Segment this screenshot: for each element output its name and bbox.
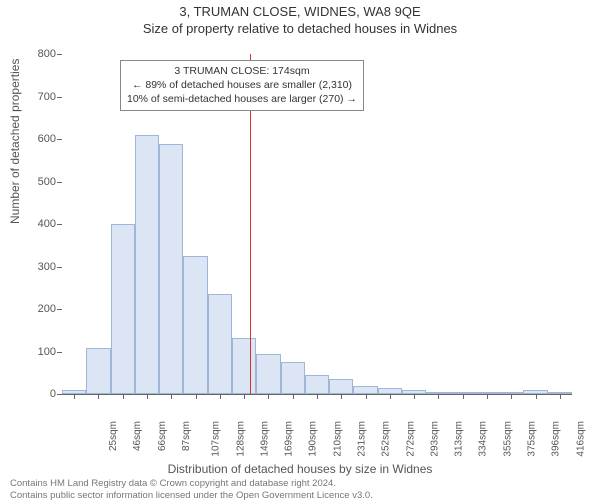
- footer-line1: Contains HM Land Registry data © Crown c…: [10, 478, 590, 490]
- page-title-address: 3, TRUMAN CLOSE, WIDNES, WA8 9QE: [0, 4, 600, 19]
- y-tick-label: 200: [22, 303, 56, 315]
- histogram-bar: [159, 144, 183, 394]
- x-tick-label: 375sqm: [527, 421, 538, 457]
- x-tick-label: 66sqm: [157, 421, 168, 451]
- x-tick-label: 128sqm: [235, 421, 246, 457]
- histogram-bar: [305, 375, 329, 394]
- y-tick-label: 600: [22, 133, 56, 145]
- annotation-line: 3 TRUMAN CLOSE: 174sqm: [127, 64, 357, 78]
- histogram-bar: [111, 224, 135, 394]
- x-tick-label: 313sqm: [454, 421, 465, 457]
- histogram-bar: [208, 294, 232, 394]
- x-tick-label: 210sqm: [332, 421, 343, 457]
- histogram-bar: [329, 379, 353, 394]
- y-tick-label: 100: [22, 346, 56, 358]
- chart-area: 0100200300400500600700800 25sqm46sqm66sq…: [62, 54, 572, 424]
- x-axis-label: Distribution of detached houses by size …: [0, 462, 600, 476]
- footer-line2: Contains public sector information licen…: [10, 490, 590, 502]
- y-tick-label: 400: [22, 218, 56, 230]
- y-tick-label: 300: [22, 261, 56, 273]
- annotation-box: 3 TRUMAN CLOSE: 174sqm← 89% of detached …: [120, 60, 364, 111]
- x-tick-label: 190sqm: [308, 421, 319, 457]
- annotation-line: ← 89% of detached houses are smaller (2,…: [127, 78, 357, 92]
- histogram-bar: [256, 354, 280, 394]
- x-tick-label: 355sqm: [502, 421, 513, 457]
- histogram-bar: [353, 386, 377, 395]
- histogram-bar: [183, 256, 207, 394]
- x-tick-label: 396sqm: [551, 421, 562, 457]
- x-tick-label: 107sqm: [211, 421, 222, 457]
- x-tick-label: 87sqm: [181, 421, 192, 451]
- annotation-line: 10% of semi-detached houses are larger (…: [127, 92, 357, 106]
- x-tick-label: 272sqm: [405, 421, 416, 457]
- y-tick-label: 500: [22, 176, 56, 188]
- x-tick-label: 25sqm: [108, 421, 119, 451]
- page-title-desc: Size of property relative to detached ho…: [0, 21, 600, 36]
- x-tick-label: 169sqm: [284, 421, 295, 457]
- y-tick-label: 0: [22, 388, 56, 400]
- histogram-bar: [86, 348, 110, 394]
- x-tick-label: 293sqm: [429, 421, 440, 457]
- y-tick-label: 800: [22, 48, 56, 60]
- x-tick-label: 252sqm: [381, 421, 392, 457]
- x-tick-label: 149sqm: [259, 421, 270, 457]
- x-tick-label: 231sqm: [357, 421, 368, 457]
- x-tick-label: 416sqm: [575, 421, 586, 457]
- histogram-bar: [135, 135, 159, 394]
- histogram-bar: [281, 362, 305, 394]
- y-tick-label: 700: [22, 91, 56, 103]
- x-tick-label: 334sqm: [478, 421, 489, 457]
- histogram-bar: [232, 338, 256, 394]
- footer-attribution: Contains HM Land Registry data © Crown c…: [10, 478, 590, 502]
- y-axis-label: Number of detached properties: [8, 59, 22, 224]
- x-tick-label: 46sqm: [132, 421, 143, 451]
